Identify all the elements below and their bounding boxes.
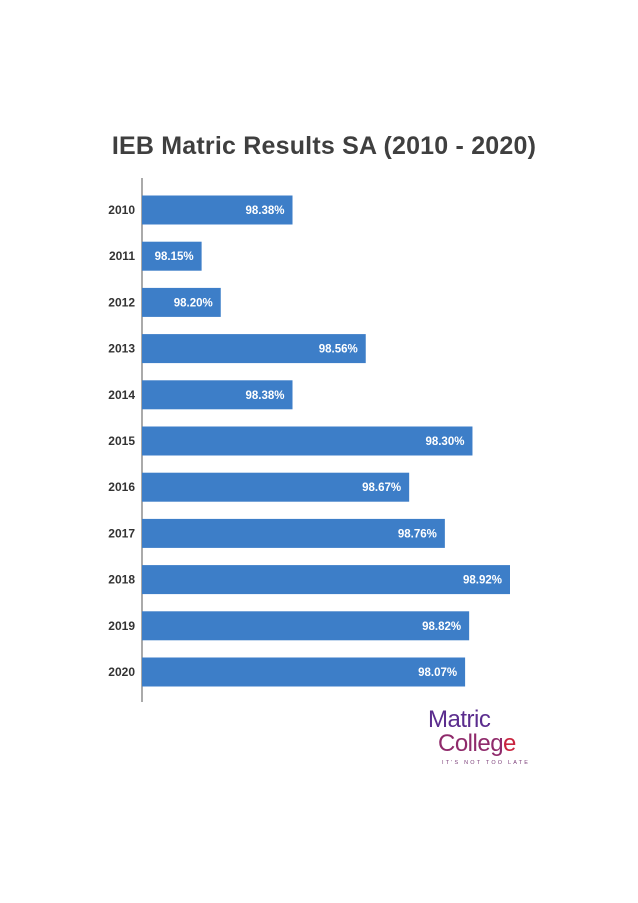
bar-value-label-2018: 98.92% [463, 575, 502, 587]
bar-value-label-2012: 98.20% [174, 297, 213, 309]
bar-2020 [142, 657, 466, 687]
category-label-2017: 2017 [108, 526, 135, 540]
logo-word-college-accent: e [503, 730, 516, 757]
logo-word-college: College [438, 732, 538, 756]
bar-2016 [142, 472, 410, 502]
bar-2019 [142, 611, 470, 641]
bar-chart: 98.38% 2010 98.15% 2011 98.20% 2012 98.56% 2013… [108, 178, 510, 702]
logo-tagline: IT'S NOT TOO LATE [442, 760, 531, 766]
bar-value-label-2019: 98.82% [422, 621, 461, 633]
category-label-2011: 2011 [109, 249, 135, 263]
category-label-2020: 2020 [108, 665, 135, 679]
category-label-2010: 2010 [108, 203, 135, 217]
bar-2011 [142, 241, 202, 271]
bars-layer: 98.38% 2010 98.15% 2011 98.20% 2012 98.56% 2013… [108, 195, 510, 687]
bar-2010 [142, 195, 293, 225]
category-label-2014: 2014 [108, 388, 135, 402]
bar-2018 [142, 565, 510, 595]
chart-title: IEB Matric Results SA (2010 - 2020) [111, 132, 537, 160]
matric-college-logo: Matric College IT'S NOT TOO LATE [428, 706, 538, 767]
bar-2017 [142, 518, 445, 548]
category-label-2012: 2012 [108, 295, 135, 309]
bar-value-label-2017: 98.76% [398, 528, 437, 540]
logo-word-college-main: Colleg [438, 730, 504, 757]
category-label-2013: 2013 [108, 342, 135, 356]
category-label-2016: 2016 [108, 480, 135, 494]
category-label-2018: 2018 [108, 573, 135, 587]
bar-value-label-2016: 98.67% [362, 482, 401, 494]
bar-value-label-2010: 98.38% [245, 205, 284, 217]
bar-2012 [142, 287, 221, 317]
bar-value-label-2011: 98.15% [155, 251, 194, 263]
bar-value-label-2020: 98.07% [418, 667, 457, 679]
bar-2015 [142, 426, 473, 456]
logo-word-matric: Matric [428, 706, 491, 733]
bar-2014 [142, 380, 293, 410]
bar-value-label-2014: 98.38% [245, 390, 284, 402]
bar-value-label-2013: 98.56% [319, 344, 358, 356]
bar-value-label-2015: 98.30% [425, 436, 464, 448]
category-label-2015: 2015 [108, 434, 135, 448]
category-label-2019: 2019 [108, 619, 135, 633]
bar-2013 [142, 334, 366, 364]
